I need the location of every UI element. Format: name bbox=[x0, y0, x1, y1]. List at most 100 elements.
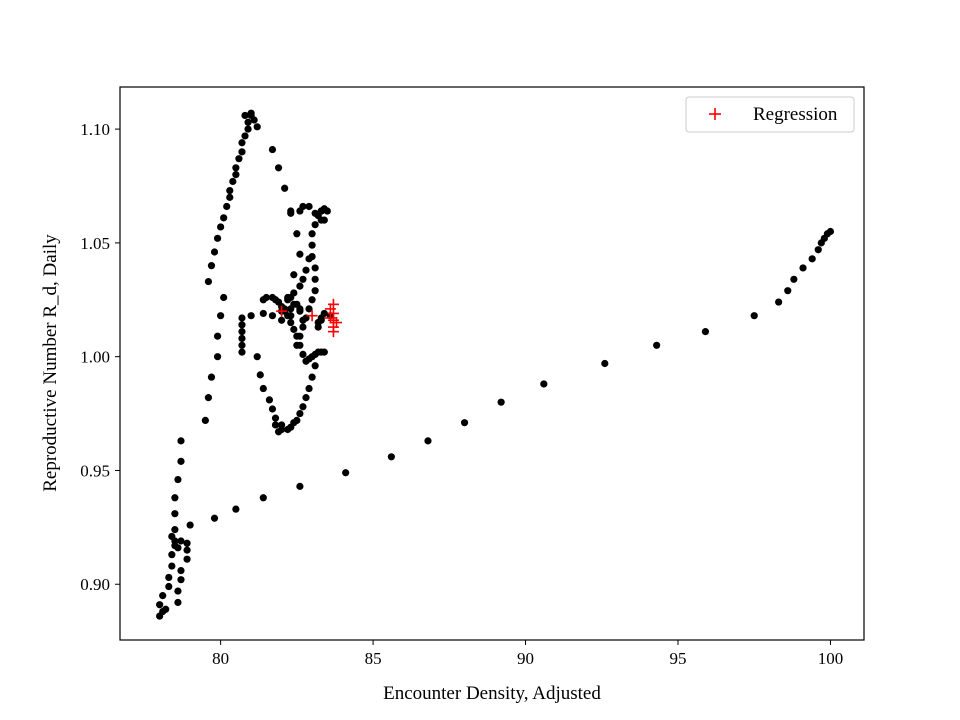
data-point bbox=[177, 537, 185, 545]
data-point bbox=[460, 419, 469, 427]
data-point bbox=[293, 230, 301, 238]
data-point bbox=[238, 341, 246, 349]
legend-box bbox=[685, 96, 855, 133]
x-tick-label: 95 bbox=[670, 649, 687, 668]
data-point bbox=[174, 587, 182, 595]
data-point bbox=[814, 246, 822, 254]
data-point bbox=[253, 353, 261, 361]
data-point bbox=[241, 132, 249, 140]
regression-point bbox=[330, 317, 342, 329]
data-point bbox=[290, 300, 298, 308]
data-point bbox=[238, 328, 246, 336]
data-point bbox=[232, 171, 240, 179]
data-point bbox=[296, 282, 304, 290]
data-point bbox=[226, 186, 234, 195]
regression-series bbox=[276, 298, 342, 338]
data-point bbox=[308, 241, 316, 249]
data-point bbox=[256, 371, 264, 379]
data-point bbox=[213, 234, 222, 242]
data-point bbox=[296, 482, 304, 490]
data-point bbox=[265, 396, 274, 404]
data-point bbox=[259, 494, 267, 502]
data-point bbox=[299, 350, 307, 358]
data-point bbox=[232, 505, 240, 513]
data-point bbox=[287, 209, 295, 217]
y-tick-label: 1.10 bbox=[80, 120, 110, 139]
data-point bbox=[177, 437, 185, 445]
x-axis: 80 85 90 95 100 bbox=[212, 640, 843, 668]
data-point bbox=[311, 275, 319, 283]
data-point bbox=[311, 287, 319, 295]
data-point bbox=[250, 116, 258, 124]
data-point bbox=[217, 223, 225, 231]
data-point bbox=[284, 296, 292, 304]
data-point bbox=[281, 184, 289, 192]
data-point bbox=[171, 494, 179, 502]
data-point bbox=[274, 164, 283, 172]
data-point bbox=[305, 255, 313, 263]
data-point bbox=[171, 510, 179, 518]
data-point bbox=[168, 551, 176, 559]
data-point bbox=[387, 453, 395, 461]
data-point bbox=[220, 293, 228, 302]
data-point bbox=[174, 475, 182, 484]
data-point bbox=[259, 384, 267, 393]
data-point bbox=[271, 421, 280, 429]
data-point bbox=[601, 359, 609, 368]
data-series bbox=[156, 109, 835, 620]
data-point bbox=[238, 139, 246, 147]
x-tick-label: 80 bbox=[212, 649, 229, 668]
data-point bbox=[241, 111, 249, 120]
data-point bbox=[302, 394, 310, 402]
data-point bbox=[165, 582, 173, 591]
data-point bbox=[299, 316, 307, 324]
data-point bbox=[775, 298, 783, 306]
data-point bbox=[296, 305, 304, 313]
data-point bbox=[156, 612, 164, 620]
data-point bbox=[156, 601, 164, 609]
data-point bbox=[311, 221, 319, 229]
data-point bbox=[701, 328, 710, 336]
data-point bbox=[244, 125, 252, 133]
data-point bbox=[204, 394, 213, 402]
data-point bbox=[213, 353, 222, 361]
data-point bbox=[296, 409, 304, 418]
data-point bbox=[268, 405, 277, 413]
data-point bbox=[271, 414, 280, 422]
data-point bbox=[223, 202, 231, 211]
data-point bbox=[299, 323, 307, 331]
data-point bbox=[207, 262, 216, 270]
data-point bbox=[826, 227, 835, 236]
data-point bbox=[299, 275, 307, 283]
data-point bbox=[320, 216, 328, 224]
data-point bbox=[204, 277, 213, 286]
legend: Regression bbox=[685, 96, 855, 133]
data-point bbox=[174, 544, 182, 552]
data-point bbox=[217, 312, 225, 320]
data-point bbox=[238, 148, 246, 156]
data-point bbox=[296, 207, 304, 215]
data-point bbox=[293, 341, 301, 349]
data-point bbox=[296, 332, 304, 340]
data-point bbox=[162, 605, 170, 613]
data-point bbox=[244, 118, 252, 126]
data-point bbox=[177, 576, 185, 584]
y-tick-label: 0.95 bbox=[80, 461, 110, 480]
data-point bbox=[268, 145, 277, 154]
data-point bbox=[177, 566, 185, 575]
y-tick-label: 1.05 bbox=[80, 234, 110, 253]
data-point bbox=[177, 457, 185, 465]
data-point bbox=[311, 264, 319, 272]
data-point bbox=[259, 309, 267, 318]
data-point bbox=[320, 309, 328, 318]
data-point bbox=[342, 469, 350, 477]
data-point bbox=[278, 421, 286, 429]
data-layer bbox=[156, 109, 835, 620]
data-point bbox=[168, 562, 176, 570]
data-point bbox=[183, 539, 191, 547]
data-point bbox=[305, 384, 313, 393]
data-point bbox=[284, 425, 292, 434]
regression-point bbox=[327, 326, 339, 338]
data-point bbox=[201, 416, 209, 424]
